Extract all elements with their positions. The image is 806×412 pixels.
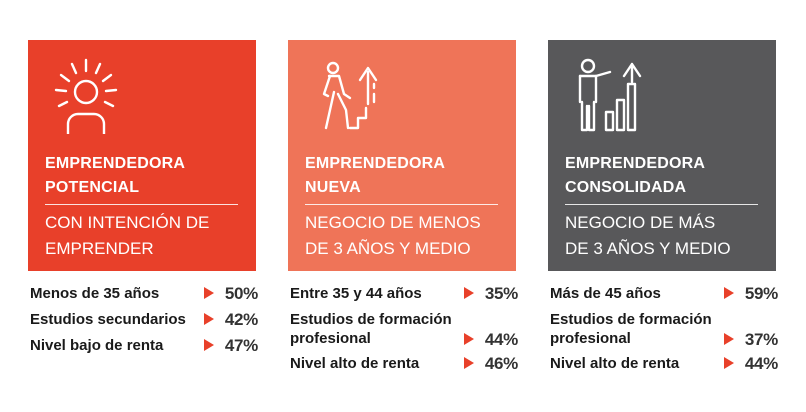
person-radiating-icon [54, 58, 118, 134]
triangle-arrow-icon [724, 287, 734, 299]
card-emprendedora-consolidada: EMPRENDEDORA CONSOLIDADA NEGOCIO DE MÁS … [548, 40, 776, 271]
stat-value: 46% [484, 354, 518, 373]
stat-value: 42% [224, 310, 258, 329]
stat-value: 44% [744, 354, 778, 373]
stat-label: Nivel alto de renta [550, 355, 680, 372]
triangle-arrow-icon [464, 287, 474, 299]
triangle-arrow-icon [204, 339, 214, 351]
stat-label: Estudios secundarios [30, 311, 186, 328]
stat-label: Estudios de formación profesional [550, 311, 712, 347]
stat-label: Entre 35 y 44 años [290, 285, 422, 302]
stat-row: Estudios de formación profesional 37% [550, 310, 778, 354]
card-subtitle: NEGOCIO DE MENOS DE 3 AÑOS Y MEDIO [305, 213, 481, 258]
stat-label: Nivel alto de renta [290, 355, 420, 372]
card-title: EMPRENDEDORA POTENCIAL [45, 155, 186, 196]
stat-value: 47% [224, 336, 258, 355]
stat-row: Nivel bajo de renta 47% [30, 336, 258, 380]
stat-label: Menos de 35 años [30, 285, 160, 302]
stat-row: Entre 35 y 44 años 35% [290, 284, 518, 328]
stat-row: Estudios de formación profesional 44% [290, 310, 518, 354]
stat-value: 37% [744, 330, 778, 349]
person-growth-chart-icon [578, 58, 642, 132]
stat-label: Nivel bajo de renta [30, 337, 164, 354]
divider [565, 204, 758, 205]
triangle-arrow-icon [724, 333, 734, 345]
stat-value: 59% [744, 284, 778, 303]
stat-value: 50% [224, 284, 258, 303]
stat-value: 44% [484, 330, 518, 349]
person-climbing-stairs-icon [322, 61, 378, 130]
stat-row: Más de 45 años 59% [550, 284, 778, 328]
divider [45, 204, 238, 205]
stat-row: Nivel alto de renta 44% [550, 354, 778, 398]
triangle-arrow-icon [464, 357, 474, 369]
triangle-arrow-icon [724, 357, 734, 369]
card-subtitle: CON INTENCIÓN DE EMPRENDER [45, 213, 210, 258]
stat-row: Estudios secundarios 42% [30, 310, 258, 354]
stat-row: Nivel alto de renta 46% [290, 354, 518, 398]
card-title: EMPRENDEDORA NUEVA [305, 155, 446, 196]
stat-value: 35% [484, 284, 518, 303]
stat-row: Menos de 35 años 50% [30, 284, 258, 328]
card-title: EMPRENDEDORA CONSOLIDADA [565, 155, 706, 196]
card-emprendedora-nueva: EMPRENDEDORA NUEVA NEGOCIO DE MENOS DE 3… [288, 40, 516, 271]
triangle-arrow-icon [204, 313, 214, 325]
card-emprendedora-potencial: EMPRENDEDORA POTENCIAL CON INTENCIÓN DE … [28, 40, 256, 271]
card-subtitle: NEGOCIO DE MÁS DE 3 AÑOS Y MEDIO [565, 213, 731, 258]
stat-label: Más de 45 años [550, 285, 661, 302]
triangle-arrow-icon [464, 333, 474, 345]
triangle-arrow-icon [204, 287, 214, 299]
stat-label: Estudios de formación profesional [290, 311, 452, 347]
divider [305, 204, 498, 205]
